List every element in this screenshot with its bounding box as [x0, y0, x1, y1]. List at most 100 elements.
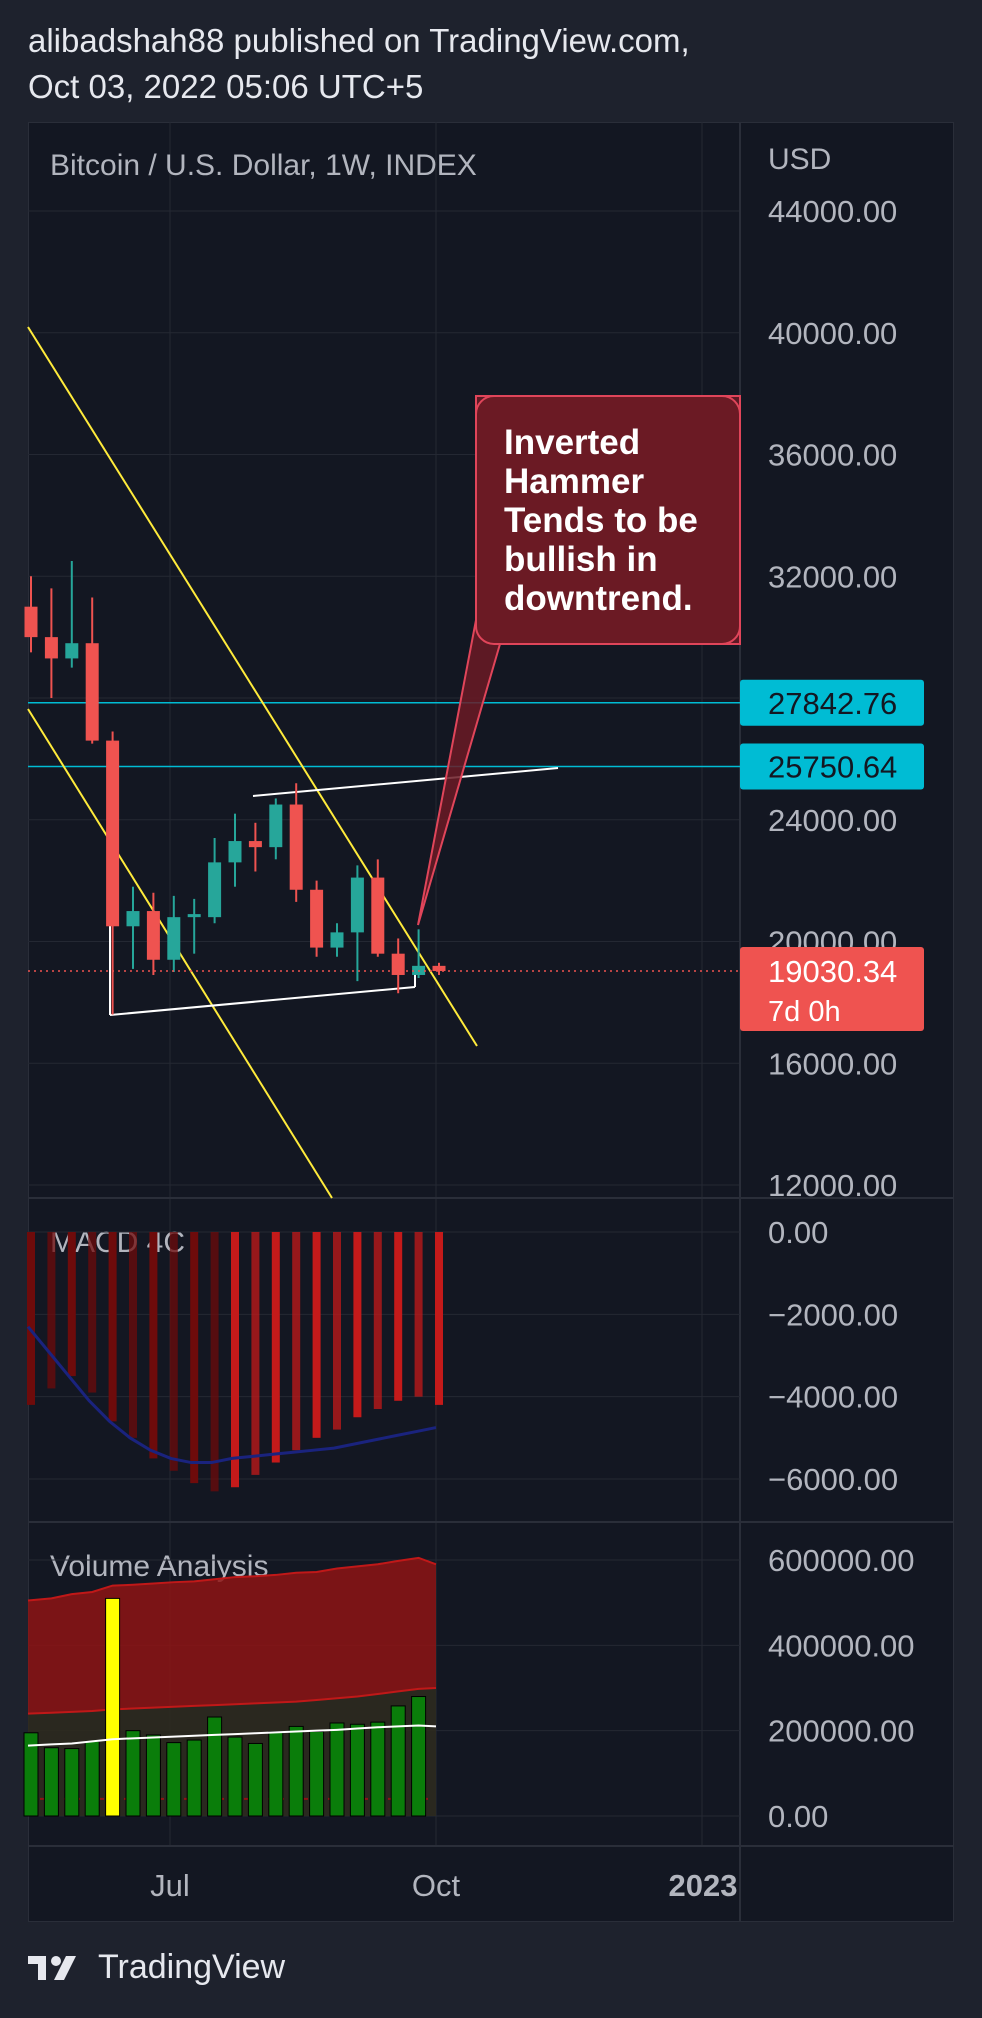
- volume-tick-label: 200000.00: [768, 1714, 915, 1749]
- horizontal-level-badge: [740, 679, 924, 726]
- time-tick-label: Jul: [150, 1868, 190, 1903]
- candle-body: [269, 804, 283, 848]
- footer: TradingView: [28, 1948, 285, 1987]
- macd-bar: [129, 1232, 137, 1438]
- last-price-label: 19030.34: [768, 954, 897, 989]
- horizontal-level-label: 25750.64: [768, 749, 897, 784]
- candle-body: [208, 862, 222, 918]
- volume-bar: [125, 1730, 141, 1817]
- candle-body: [228, 841, 242, 863]
- chart-title: Bitcoin / U.S. Dollar, 1W, INDEX: [50, 149, 477, 182]
- volume-mid-band-edge: [27, 1687, 437, 1715]
- volume-bar: [84, 1740, 100, 1817]
- candle-body: [289, 804, 303, 890]
- bar-countdown-label: 7d 0h: [768, 996, 841, 1028]
- currency-label: USD: [768, 143, 831, 176]
- macd-bar: [435, 1232, 443, 1405]
- macd-bar: [231, 1232, 239, 1488]
- channel-line-lower: [109, 986, 416, 1016]
- candle-body: [248, 841, 262, 848]
- annotation-text: Inverted Hammer Tends to be bullish in downt…: [504, 423, 698, 618]
- volume-bar: [23, 1732, 39, 1817]
- volume-upper-band-edge: [27, 1556, 437, 1602]
- macd-histogram: [27, 1232, 443, 1492]
- volume-bar: [105, 1597, 121, 1817]
- volume-tick-label: 0.00: [768, 1799, 828, 1834]
- candle-body: [85, 643, 99, 741]
- last-price-badge: [740, 947, 924, 1032]
- macd-tick-label: −6000.00: [768, 1462, 898, 1497]
- macd-bar: [414, 1232, 423, 1397]
- volume-tick-label: 400000.00: [768, 1628, 915, 1663]
- volume-bar: [145, 1734, 161, 1817]
- volume-bar: [390, 1705, 406, 1817]
- publish-date: Oct 03, 2022 05:06 UTC+5: [28, 68, 424, 105]
- candle-body: [371, 877, 385, 954]
- annotation-box: [475, 395, 741, 645]
- candle-body: [432, 965, 446, 972]
- publisher-line: alibadshah88 published on TradingView.co…: [28, 22, 690, 59]
- price-tick-label: 40000.00: [768, 316, 897, 351]
- volume-bar: [227, 1736, 243, 1817]
- volume-bars: [23, 1597, 427, 1817]
- horizontal-level-badge: [740, 743, 924, 790]
- candles: [24, 561, 446, 1015]
- volume-upper-band: [28, 1557, 436, 1714]
- volume-bar: [186, 1739, 202, 1817]
- annotation-text-line: bullish in: [504, 540, 658, 579]
- candle-body: [146, 911, 160, 960]
- volume-average-line: [27, 1724, 437, 1747]
- time-tick-label: 2023: [669, 1868, 738, 1903]
- macd-bar: [394, 1232, 403, 1401]
- candle-body: [167, 917, 181, 960]
- price-tick-label: 36000.00: [768, 438, 897, 473]
- volume-bar: [411, 1696, 427, 1817]
- candle-body: [44, 637, 58, 659]
- volume-bar: [349, 1723, 365, 1817]
- macd-bar: [333, 1232, 341, 1430]
- macd-bar: [108, 1232, 117, 1422]
- macd-bar: [169, 1232, 178, 1471]
- candle-body: [106, 740, 120, 927]
- channel-line-upper: [252, 767, 559, 797]
- macd-bar: [88, 1232, 97, 1393]
- candle-body: [310, 889, 324, 948]
- volume-bar: [247, 1742, 263, 1817]
- macd-bar: [292, 1232, 301, 1451]
- volume-bar: [268, 1731, 284, 1817]
- macd-bar: [251, 1232, 260, 1475]
- candle-body: [65, 643, 79, 659]
- horizontal-level-label: 27842.76: [768, 686, 897, 721]
- macd-bar: [271, 1232, 280, 1463]
- annotation-text-line: Inverted: [504, 423, 640, 462]
- price-tick-label: 44000.00: [768, 194, 897, 229]
- volume-bar: [166, 1742, 182, 1817]
- candle-body: [187, 914, 201, 918]
- macd-tick-label: 0.00: [768, 1215, 828, 1250]
- trend-line-upper: [27, 326, 478, 1047]
- annotation-text-line: Tends to be: [504, 501, 698, 540]
- macd-signal-line: [26, 1325, 437, 1465]
- macd-bar: [27, 1232, 35, 1405]
- volume-bar: [370, 1721, 386, 1817]
- macd-bar: [312, 1232, 321, 1438]
- volume-bar: [329, 1722, 345, 1817]
- volume-bar: [43, 1747, 59, 1817]
- candle-body: [24, 606, 38, 638]
- volume-tick-label: 600000.00: [768, 1543, 915, 1578]
- macd-tick-label: −2000.00: [768, 1297, 898, 1332]
- candle-body: [350, 877, 364, 933]
- price-tick-label: 32000.00: [768, 559, 897, 594]
- price-tick-label: 24000.00: [768, 803, 897, 838]
- macd-bar: [353, 1232, 362, 1418]
- footer-brand: TradingView: [98, 1948, 286, 1986]
- volume-bar: [64, 1748, 80, 1817]
- macd-bar: [149, 1232, 158, 1459]
- candle-body: [391, 953, 405, 975]
- price-tick-label: 16000.00: [768, 1046, 897, 1081]
- time-tick-label: Oct: [412, 1868, 461, 1903]
- volume-bar: [309, 1731, 325, 1817]
- candle-body: [330, 932, 344, 948]
- tradingview-logo-icon: [28, 1955, 76, 1980]
